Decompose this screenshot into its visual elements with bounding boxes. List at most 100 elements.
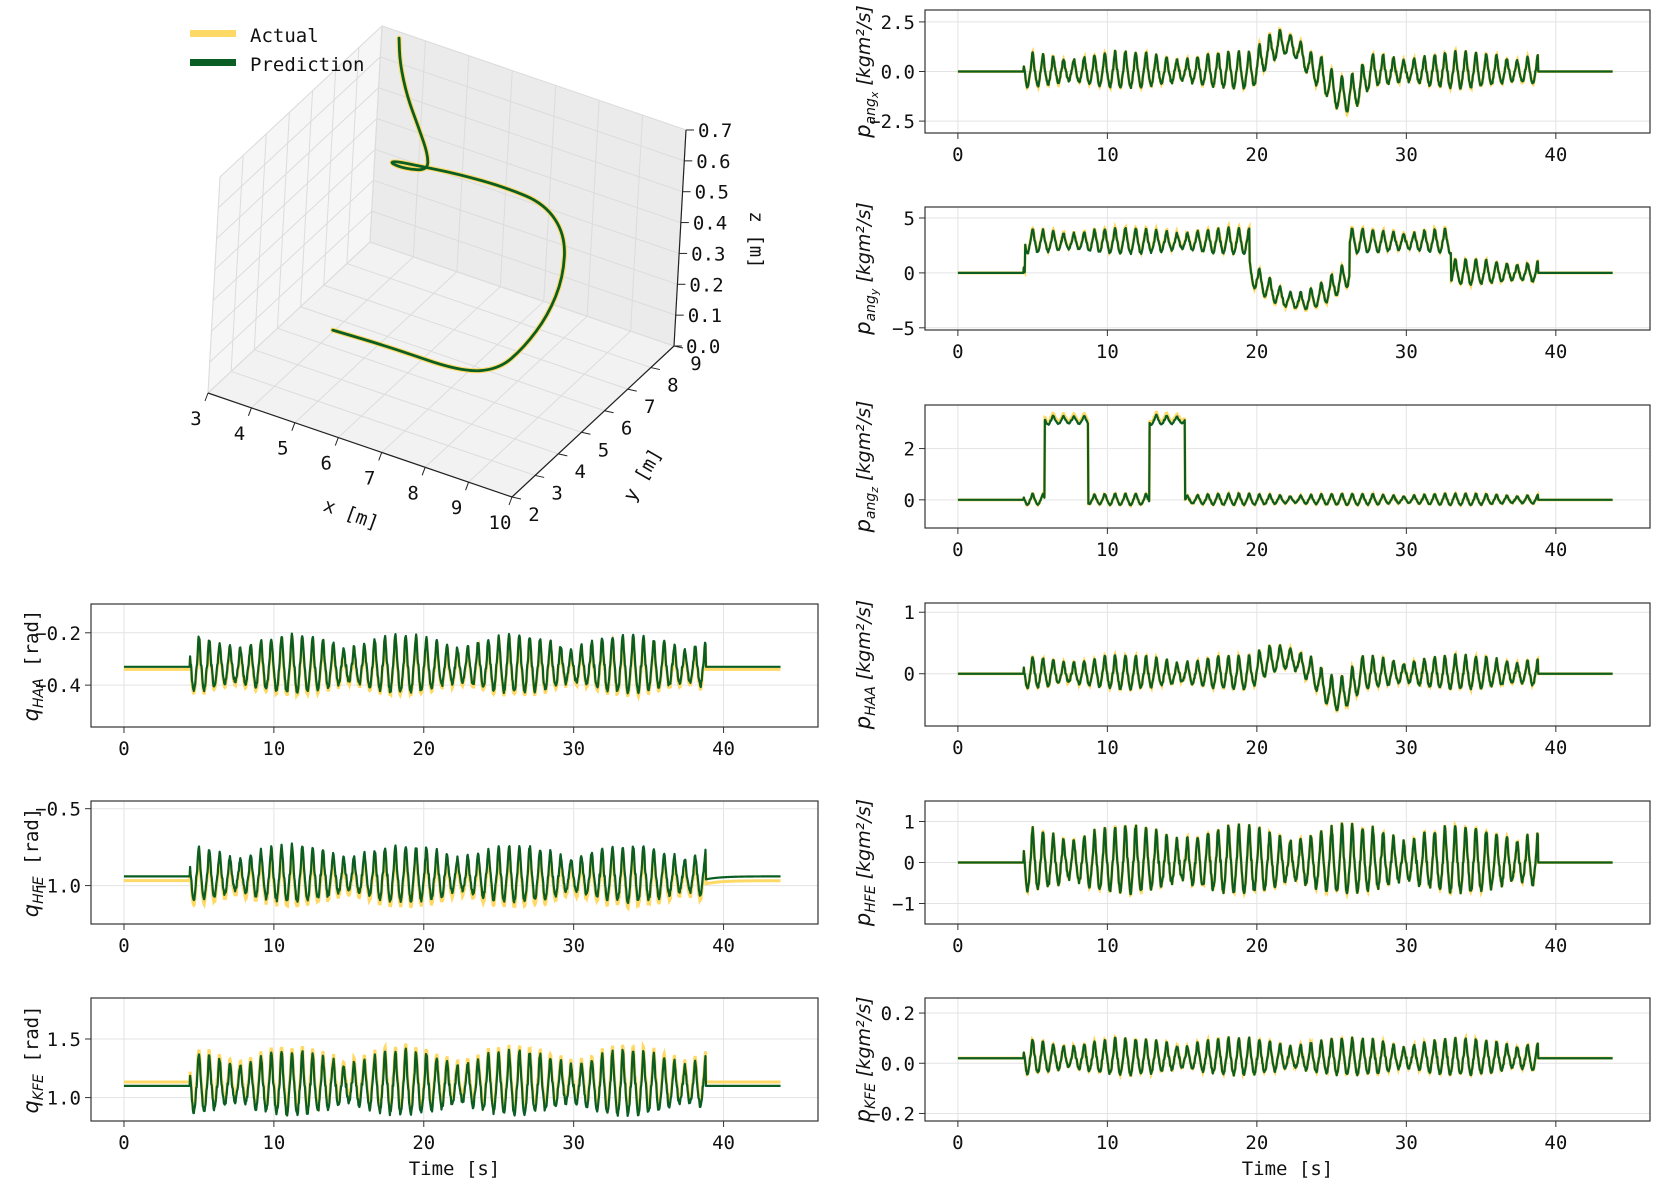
y-tick-label: 1 [904,602,915,624]
y-axis-label: y [m] [619,445,667,506]
x-tick-mark [421,467,426,476]
x-tick-label: 40 [712,1132,735,1154]
x-tick-label: 20 [412,738,435,760]
x-tick-label: 5 [277,438,288,460]
x-tick-label: 40 [1544,539,1567,561]
grid-line [230,155,536,476]
x-tick-label: 30 [1395,341,1418,363]
z-tick-label: 0.6 [696,151,730,173]
z-axis-label: z [m] [745,211,767,268]
series-prediction-line [123,1047,782,1118]
x-tick-label: 10 [1096,737,1119,759]
x-tick-label: 40 [1544,935,1567,957]
series-prediction-line [957,822,1614,896]
y-axis-label: qHFE [rad] [19,808,47,917]
series-actual-line [957,220,1613,313]
grid-line [253,133,559,455]
y-tick-label: 0 [904,853,915,875]
x-tick-label: 20 [1245,144,1268,166]
x-tick-label: 0 [118,935,129,957]
y-tick-label: −0.5 [35,799,81,821]
y-tick-label: −1 [892,894,915,916]
x-tick-label: 4 [234,423,245,445]
y-tick-label: 0 [904,490,915,512]
y-tick-mark [604,410,614,414]
y-tick-mark [650,367,660,371]
x-tick-label: 40 [1544,737,1567,759]
x-axis-label: Time [s] [1242,1158,1334,1180]
trajectory-prediction-line [331,36,566,373]
x-tick-label: 30 [1395,935,1418,957]
series-prediction-line [957,28,1614,113]
y-tick-mark [535,474,545,478]
grid-line [300,90,605,412]
x-tick-label: 8 [407,482,418,504]
x-tick-label: 10 [262,935,285,957]
y-tick-label: 8 [667,375,678,397]
y-tick-label: −2.5 [869,111,915,133]
y-tick-label: 9 [690,353,701,375]
series-prediction-line [123,632,782,695]
y-tick-label: 5 [598,439,609,461]
x-tick-label: 40 [712,738,735,760]
y-axis-label: pHFE [kgm²/s] [851,799,879,927]
y-axis-label: qKFE [rad] [19,1005,47,1113]
x-tick-label: 30 [562,738,585,760]
legend-actual-swatch [190,30,236,37]
series-prediction-line [957,1036,1614,1077]
x-tick-label: 0 [952,341,963,363]
y-axis-label: pangx [kgm²/s] [851,5,881,139]
y-tick-label: −0.2 [869,1103,915,1125]
x-tick-label: 10 [1096,144,1119,166]
x-tick-label: 10 [1096,935,1119,957]
x-axis-line [207,392,513,498]
panel-frame [90,603,819,728]
x-tick-label: 30 [1395,539,1418,561]
x-tick-mark [204,392,209,402]
y-tick-label: 3 [551,482,562,504]
grid-line [219,25,687,178]
y-tick-label: −1.0 [35,876,81,898]
x-tick-label: 0 [952,144,963,166]
panel-frame [924,404,1651,529]
y-tick-label: 2.5 [881,12,915,34]
z-tick-label: 0.7 [698,120,732,142]
x-tick-mark [465,481,470,491]
z-tick-label: 0.0 [686,336,720,358]
legend-prediction-label: Prediction [250,54,364,76]
x-tick-label: 20 [1245,539,1268,561]
series-actual-line [957,410,1613,509]
x-tick-mark [247,407,252,417]
y-tick-mark [511,496,522,500]
y-tick-mark [627,388,637,392]
x-tick-label: 3 [190,408,201,430]
panel-frame [924,9,1651,134]
y-tick-label: −0.4 [35,675,81,697]
y-tick-label: 7 [644,396,655,418]
z-tick-label: 0.2 [689,274,723,296]
x-tick-label: 30 [1395,1132,1418,1154]
y-tick-label: 4 [575,461,586,483]
x-tick-label: 0 [952,935,963,957]
x-tick-label: 20 [1245,1132,1268,1154]
x-tick-label: 10 [1096,539,1119,561]
panel-frame [924,206,1651,331]
x-tick-label: 10 [262,738,285,760]
y-tick-mark [581,431,591,435]
x-tick-label: 0 [952,1132,963,1154]
panel-frame [924,602,1651,727]
y-tick-label: −0.2 [35,623,81,645]
x-tick-label: 20 [1245,935,1268,957]
x-tick-label: 7 [364,467,375,489]
x-tick-label: 40 [1544,341,1567,363]
x-tick-label: 0 [118,738,129,760]
panel-frame [924,800,1651,925]
z-tick-label: 0.4 [693,213,727,235]
x-axis-label: x [m] [320,494,381,534]
